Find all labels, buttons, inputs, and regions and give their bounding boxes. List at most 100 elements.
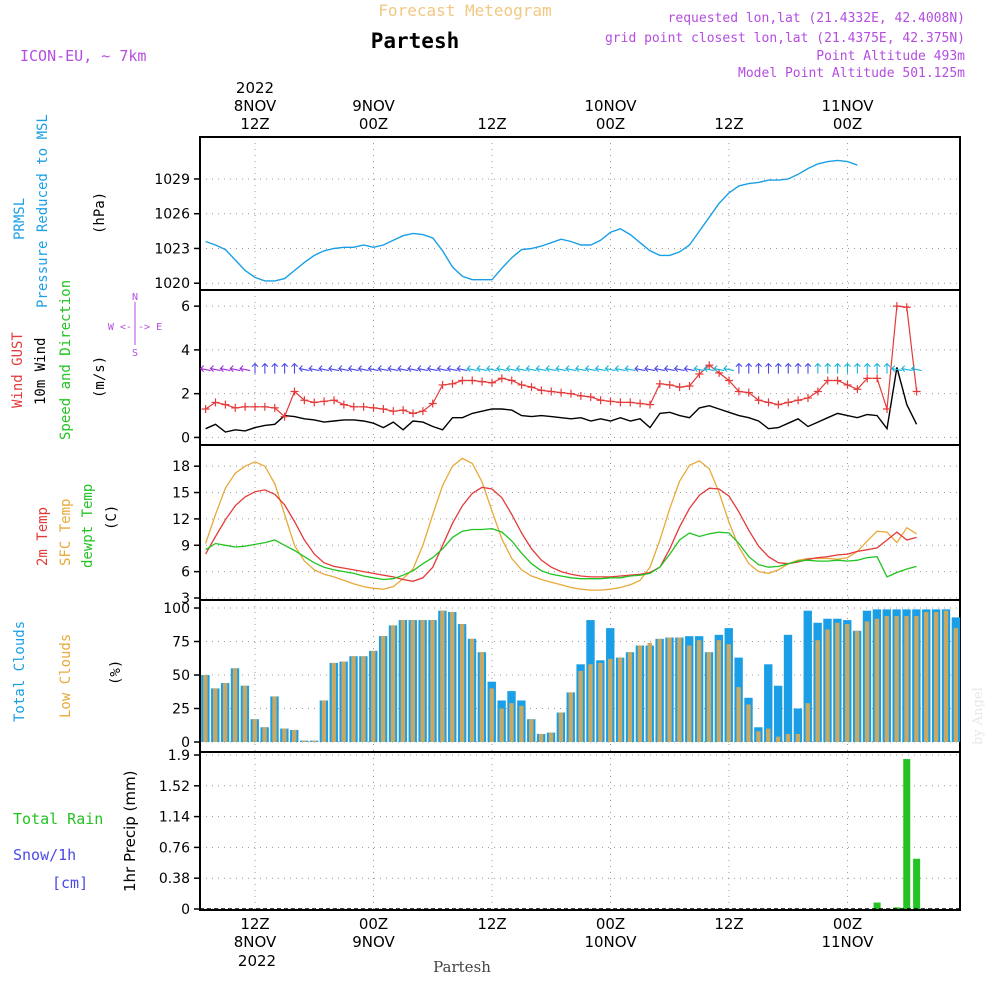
rain-bar — [913, 858, 921, 909]
arrow-stroke — [765, 362, 772, 374]
arrow-stroke — [417, 365, 428, 372]
wind-arrow — [229, 365, 241, 372]
gust-marker — [567, 389, 575, 398]
wind-arrow — [525, 365, 537, 372]
wind-arrow — [367, 365, 379, 372]
low-cloud-bar — [390, 625, 396, 742]
gust-marker — [349, 402, 358, 411]
wind-arrow — [261, 362, 269, 374]
gust-marker — [330, 396, 338, 405]
compass-n: N — [132, 292, 138, 303]
arrow-stroke — [863, 362, 871, 374]
wind-arrow — [328, 365, 340, 372]
arrow-stroke — [261, 362, 269, 374]
gust-marker — [320, 397, 329, 406]
gust-marker — [636, 399, 645, 408]
arrow-stroke — [357, 365, 369, 372]
wind-arrow — [703, 365, 715, 372]
gust-marker — [507, 376, 516, 385]
low-cloud-bar — [894, 616, 899, 742]
low-cloud-bar — [647, 642, 652, 742]
wind-arrow — [804, 362, 812, 374]
arrow-stroke — [745, 362, 753, 374]
ytick-label: 25 — [172, 702, 190, 718]
low-cloud-bar — [538, 733, 544, 742]
arrow-stroke — [853, 362, 861, 374]
low-cloud-bar — [351, 656, 356, 742]
low-cloud-bar — [410, 620, 415, 742]
pressure-line — [205, 159, 858, 282]
low-cloud-bar — [677, 637, 682, 742]
low-cloud-bar — [825, 629, 830, 742]
low-cloud-bar — [459, 624, 465, 742]
wind-arrow — [673, 365, 685, 372]
arrow-stroke — [654, 365, 665, 372]
low-cloud-bar — [341, 661, 346, 742]
wind-arrow — [347, 365, 359, 372]
bottom-date-label: 8NOV — [234, 933, 277, 951]
gust-marker — [438, 380, 447, 389]
rain-label: Total Rain — [13, 810, 103, 828]
low-cloud-bar — [262, 727, 267, 742]
requested-coords: requested lon,lat (21.4332E, 42.4008N) — [668, 11, 965, 26]
wind10-label: 10m Wind — [33, 338, 49, 405]
low-cloud-bar — [252, 719, 257, 742]
low-cloud-bar — [489, 688, 494, 742]
wind-arrow — [834, 362, 842, 374]
bottom-date-label: 10NOV — [584, 933, 637, 951]
gust-marker — [251, 402, 259, 411]
arrow-stroke — [426, 365, 438, 372]
gust-marker — [725, 376, 733, 385]
low-cloud-bar — [361, 656, 366, 742]
low-cloud-bar — [588, 664, 593, 742]
low-cloud-bar — [598, 662, 603, 742]
ytick-label: 1.14 — [159, 810, 190, 826]
arrow-stroke — [476, 365, 488, 372]
low-cloud-bar — [657, 638, 662, 742]
bottom-hour-label: 00Z — [833, 915, 862, 933]
top-date-label: 11NOV — [821, 97, 874, 115]
arrow-stroke — [308, 365, 320, 372]
wind-arrow — [713, 365, 725, 372]
low-cloud-bar — [519, 705, 524, 742]
top-hour-label: 00Z — [596, 115, 625, 133]
low-cloud-bar — [578, 670, 583, 742]
bottom-hour-label: 00Z — [359, 915, 388, 933]
gust-marker — [221, 400, 230, 409]
wind-arrow — [271, 362, 279, 374]
arrow-stroke — [634, 365, 646, 372]
bottom-date-label: 9NOV — [352, 933, 395, 951]
arrow-stroke — [407, 365, 419, 372]
pct-unit: (%) — [108, 660, 124, 685]
arrow-stroke — [703, 365, 715, 372]
wind-chart — [199, 302, 922, 433]
wind-arrow — [723, 365, 735, 372]
wind-arrow — [663, 365, 675, 372]
c-unit: (C) — [104, 505, 120, 530]
gust-marker — [715, 368, 724, 377]
gust-marker — [606, 397, 615, 406]
gust-marker — [863, 374, 872, 383]
gust-marker — [270, 403, 279, 412]
wind-arrow — [318, 365, 330, 372]
cloud-labels: Total Clouds Low Clouds (%) — [12, 621, 124, 722]
product-title: Forecast Meteogram — [378, 1, 551, 20]
arrow-stroke — [219, 365, 231, 372]
ytick-label: 1.52 — [159, 779, 190, 795]
gust-marker — [586, 392, 595, 401]
gust-marker — [892, 302, 901, 311]
wind-arrow — [308, 365, 320, 372]
low-cloud-bar — [242, 685, 248, 742]
low-cloud-bar — [854, 630, 860, 742]
wind-arrow — [614, 365, 626, 372]
arrow-stroke — [774, 362, 782, 374]
ytick-label: 100 — [163, 601, 190, 617]
wind-arrow — [584, 365, 596, 372]
gust-marker — [241, 402, 250, 411]
low-cloud-bar — [716, 640, 722, 742]
gust-marker — [655, 379, 664, 388]
low-cloud-label: Low Clouds — [58, 634, 74, 718]
arrow-stroke — [794, 362, 802, 374]
wind-arrow — [298, 365, 310, 372]
